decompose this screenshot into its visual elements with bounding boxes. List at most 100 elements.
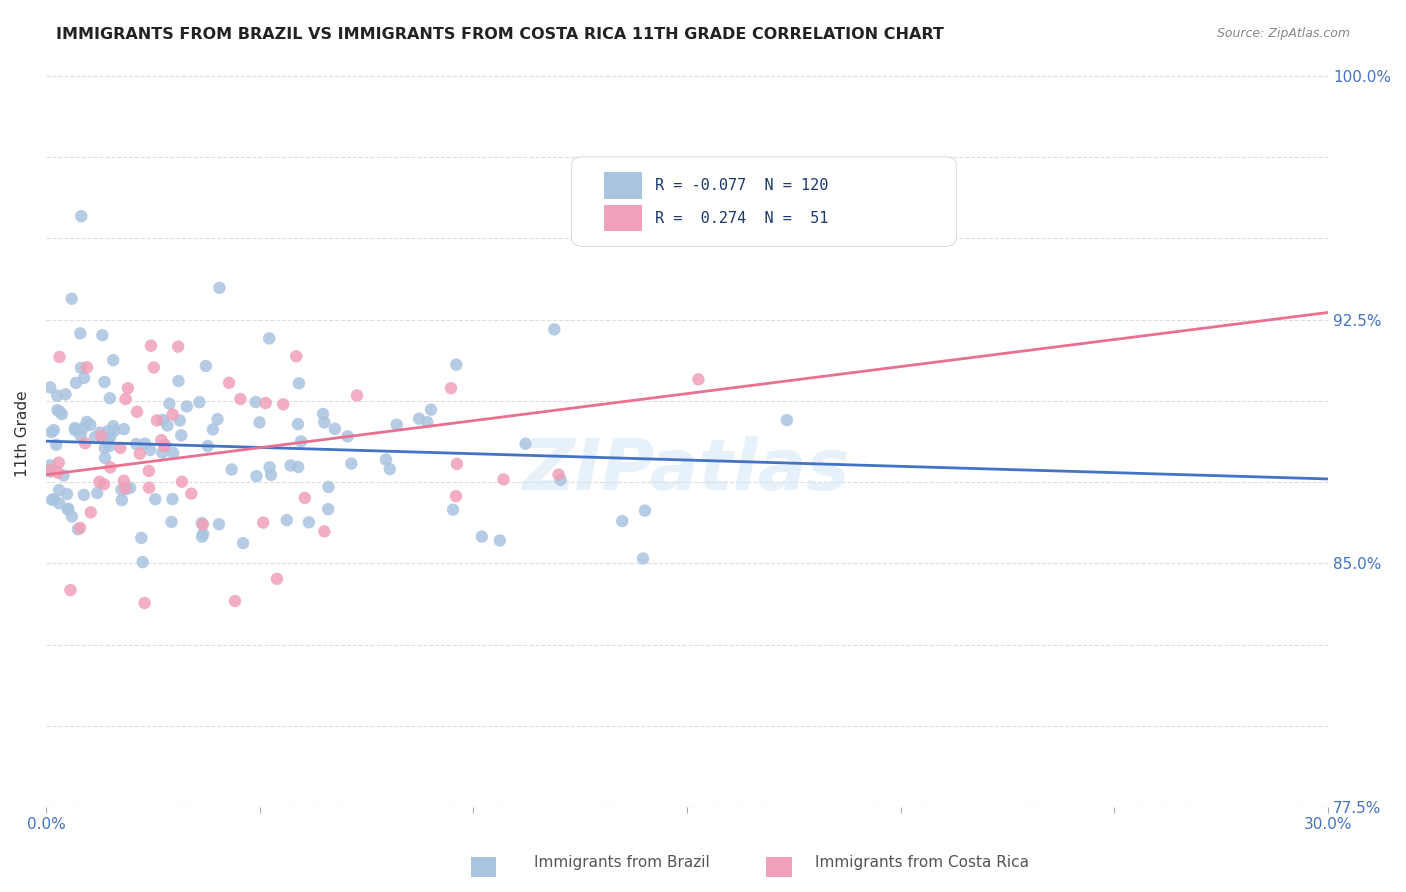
Point (60, 509, 83, 524)
Point (276, 513, 298, 527)
Point (100, 460, 122, 475)
Point (288, 376, 311, 391)
Point (94, 441, 117, 455)
Point (89, 475, 111, 489)
Point (170, 475, 193, 489)
Point (408, 411, 430, 425)
Point (167, 340, 190, 354)
Point (271, 397, 294, 411)
Point (48, 405, 70, 419)
Point (191, 517, 214, 532)
Point (45, 438, 67, 452)
Point (323, 422, 346, 436)
Point (340, 457, 363, 471)
Point (260, 467, 283, 482)
Point (170, 428, 193, 442)
Point (229, 392, 252, 406)
Point (131, 531, 153, 545)
Point (139, 339, 162, 353)
Point (52, 468, 75, 483)
Point (86, 486, 108, 500)
FancyBboxPatch shape (572, 157, 956, 246)
Point (48, 350, 70, 364)
Point (59, 583, 82, 598)
Point (69, 521, 91, 535)
Point (66, 522, 89, 536)
Point (39, 463, 62, 477)
Point (378, 462, 401, 476)
Point (104, 423, 127, 437)
Point (46, 403, 69, 417)
Point (117, 381, 139, 395)
Point (48, 496, 70, 510)
Point (156, 418, 179, 433)
Point (41, 492, 63, 507)
Point (180, 486, 202, 500)
Point (51, 407, 73, 421)
Text: Source: ZipAtlas.com: Source: ZipAtlas.com (1216, 27, 1350, 40)
Point (188, 395, 211, 409)
Point (287, 417, 309, 431)
Point (294, 491, 316, 505)
Point (100, 429, 122, 443)
Point (128, 447, 150, 461)
Point (39, 465, 62, 479)
Point (46, 466, 69, 480)
Point (112, 474, 135, 488)
Point (90, 428, 112, 442)
Point (72, 421, 94, 435)
Point (336, 429, 359, 443)
Point (139, 442, 162, 457)
Point (634, 503, 657, 517)
Text: R =  0.274  N =  51: R = 0.274 N = 51 (655, 211, 828, 226)
Point (446, 457, 468, 471)
Point (471, 530, 494, 544)
Point (131, 555, 153, 569)
Point (94, 450, 117, 465)
Point (125, 405, 148, 419)
Point (84, 430, 107, 444)
Point (42, 423, 65, 437)
Point (138, 481, 160, 495)
Point (125, 437, 148, 451)
Point (257, 331, 280, 345)
Point (440, 381, 463, 395)
Point (245, 395, 267, 409)
Point (346, 388, 368, 402)
Text: ZIPatlas: ZIPatlas (523, 436, 851, 505)
Point (110, 483, 132, 497)
Point (150, 445, 173, 459)
Point (550, 473, 572, 487)
Point (69, 428, 91, 442)
Point (97, 434, 120, 448)
Point (111, 493, 134, 508)
Point (110, 441, 132, 455)
Point (97, 425, 120, 439)
Point (39, 380, 62, 394)
Point (143, 492, 166, 507)
Point (167, 374, 190, 388)
Point (120, 481, 142, 495)
Point (65, 376, 87, 390)
Point (207, 412, 229, 426)
Point (58, 501, 80, 516)
Point (688, 372, 710, 386)
Point (254, 396, 277, 410)
Point (191, 530, 214, 544)
Point (48, 483, 70, 497)
Text: R = -0.077  N = 120: R = -0.077 N = 120 (655, 178, 828, 193)
Point (314, 416, 336, 430)
Point (232, 536, 254, 550)
Point (76, 360, 98, 375)
Point (60, 292, 83, 306)
Point (312, 407, 335, 421)
Point (157, 397, 180, 411)
Point (543, 322, 565, 336)
Point (776, 413, 799, 427)
Point (79, 417, 101, 432)
Point (290, 434, 312, 449)
Point (134, 436, 156, 450)
Point (218, 376, 240, 390)
Point (112, 422, 135, 436)
Point (631, 551, 654, 566)
